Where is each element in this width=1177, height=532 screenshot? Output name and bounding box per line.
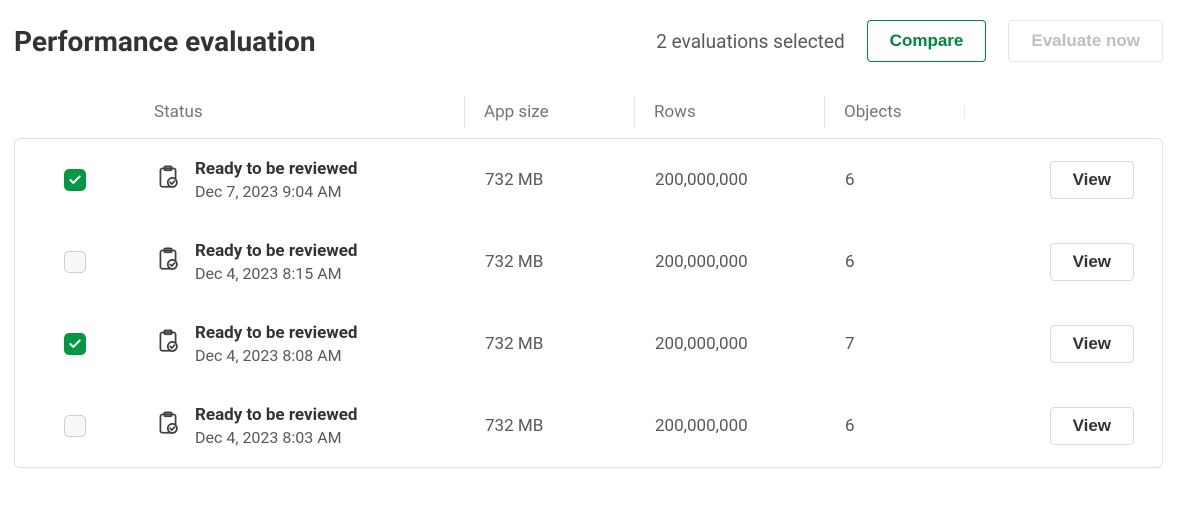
evaluate-now-button[interactable]: Evaluate now <box>1008 20 1163 62</box>
header-actions: 2 evaluations selected Compare Evaluate … <box>656 20 1163 62</box>
row-checkbox[interactable] <box>64 169 86 191</box>
cell-app-size: 732 MB <box>465 334 635 354</box>
clipboard-check-icon <box>155 164 181 195</box>
cell-rows: 200,000,000 <box>635 334 825 354</box>
table-row: Ready to be reviewed Dec 4, 2023 8:03 AM… <box>15 385 1162 467</box>
status-title: Ready to be reviewed <box>195 322 358 344</box>
check-icon <box>68 173 82 187</box>
clipboard-check-icon <box>155 328 181 359</box>
table-row: Ready to be reviewed Dec 4, 2023 8:15 AM… <box>15 221 1162 303</box>
cell-app-size: 732 MB <box>465 170 635 190</box>
clipboard-check-icon <box>155 410 181 441</box>
cell-objects: 6 <box>825 416 965 436</box>
status-title: Ready to be reviewed <box>195 240 358 262</box>
cell-rows: 200,000,000 <box>635 170 825 190</box>
view-button[interactable]: View <box>1050 325 1134 363</box>
status-timestamp: Dec 4, 2023 8:03 AM <box>195 428 358 449</box>
cell-app-size: 732 MB <box>465 416 635 436</box>
view-button[interactable]: View <box>1050 407 1134 445</box>
status-timestamp: Dec 7, 2023 9:04 AM <box>195 182 358 203</box>
status-title: Ready to be reviewed <box>195 404 358 426</box>
status-timestamp: Dec 4, 2023 8:08 AM <box>195 346 358 367</box>
cell-rows: 200,000,000 <box>635 252 825 272</box>
row-checkbox[interactable] <box>64 251 86 273</box>
table-row: Ready to be reviewed Dec 7, 2023 9:04 AM… <box>15 139 1162 221</box>
page-title: Performance evaluation <box>14 25 316 58</box>
view-button[interactable]: View <box>1050 161 1134 199</box>
selection-count-text: 2 evaluations selected <box>656 30 844 53</box>
status-timestamp: Dec 4, 2023 8:15 AM <box>195 264 358 285</box>
status-title: Ready to be reviewed <box>195 158 358 180</box>
view-button[interactable]: View <box>1050 243 1134 281</box>
row-checkbox[interactable] <box>64 415 86 437</box>
column-header-rows: Rows <box>634 102 824 122</box>
clipboard-check-icon <box>155 246 181 277</box>
cell-app-size: 732 MB <box>465 252 635 272</box>
row-checkbox[interactable] <box>64 333 86 355</box>
column-header-objects: Objects <box>824 102 964 122</box>
evaluations-table: Ready to be reviewed Dec 7, 2023 9:04 AM… <box>14 138 1163 468</box>
cell-objects: 6 <box>825 252 965 272</box>
page-header: Performance evaluation 2 evaluations sel… <box>14 20 1163 62</box>
column-header-status: Status <box>134 102 464 122</box>
cell-rows: 200,000,000 <box>635 416 825 436</box>
column-header-app-size: App size <box>464 102 634 122</box>
table-header-row: Status App size Rows Objects <box>14 102 1163 138</box>
compare-button[interactable]: Compare <box>867 20 987 62</box>
cell-objects: 6 <box>825 170 965 190</box>
cell-objects: 7 <box>825 334 965 354</box>
check-icon <box>68 337 82 351</box>
table-row: Ready to be reviewed Dec 4, 2023 8:08 AM… <box>15 303 1162 385</box>
